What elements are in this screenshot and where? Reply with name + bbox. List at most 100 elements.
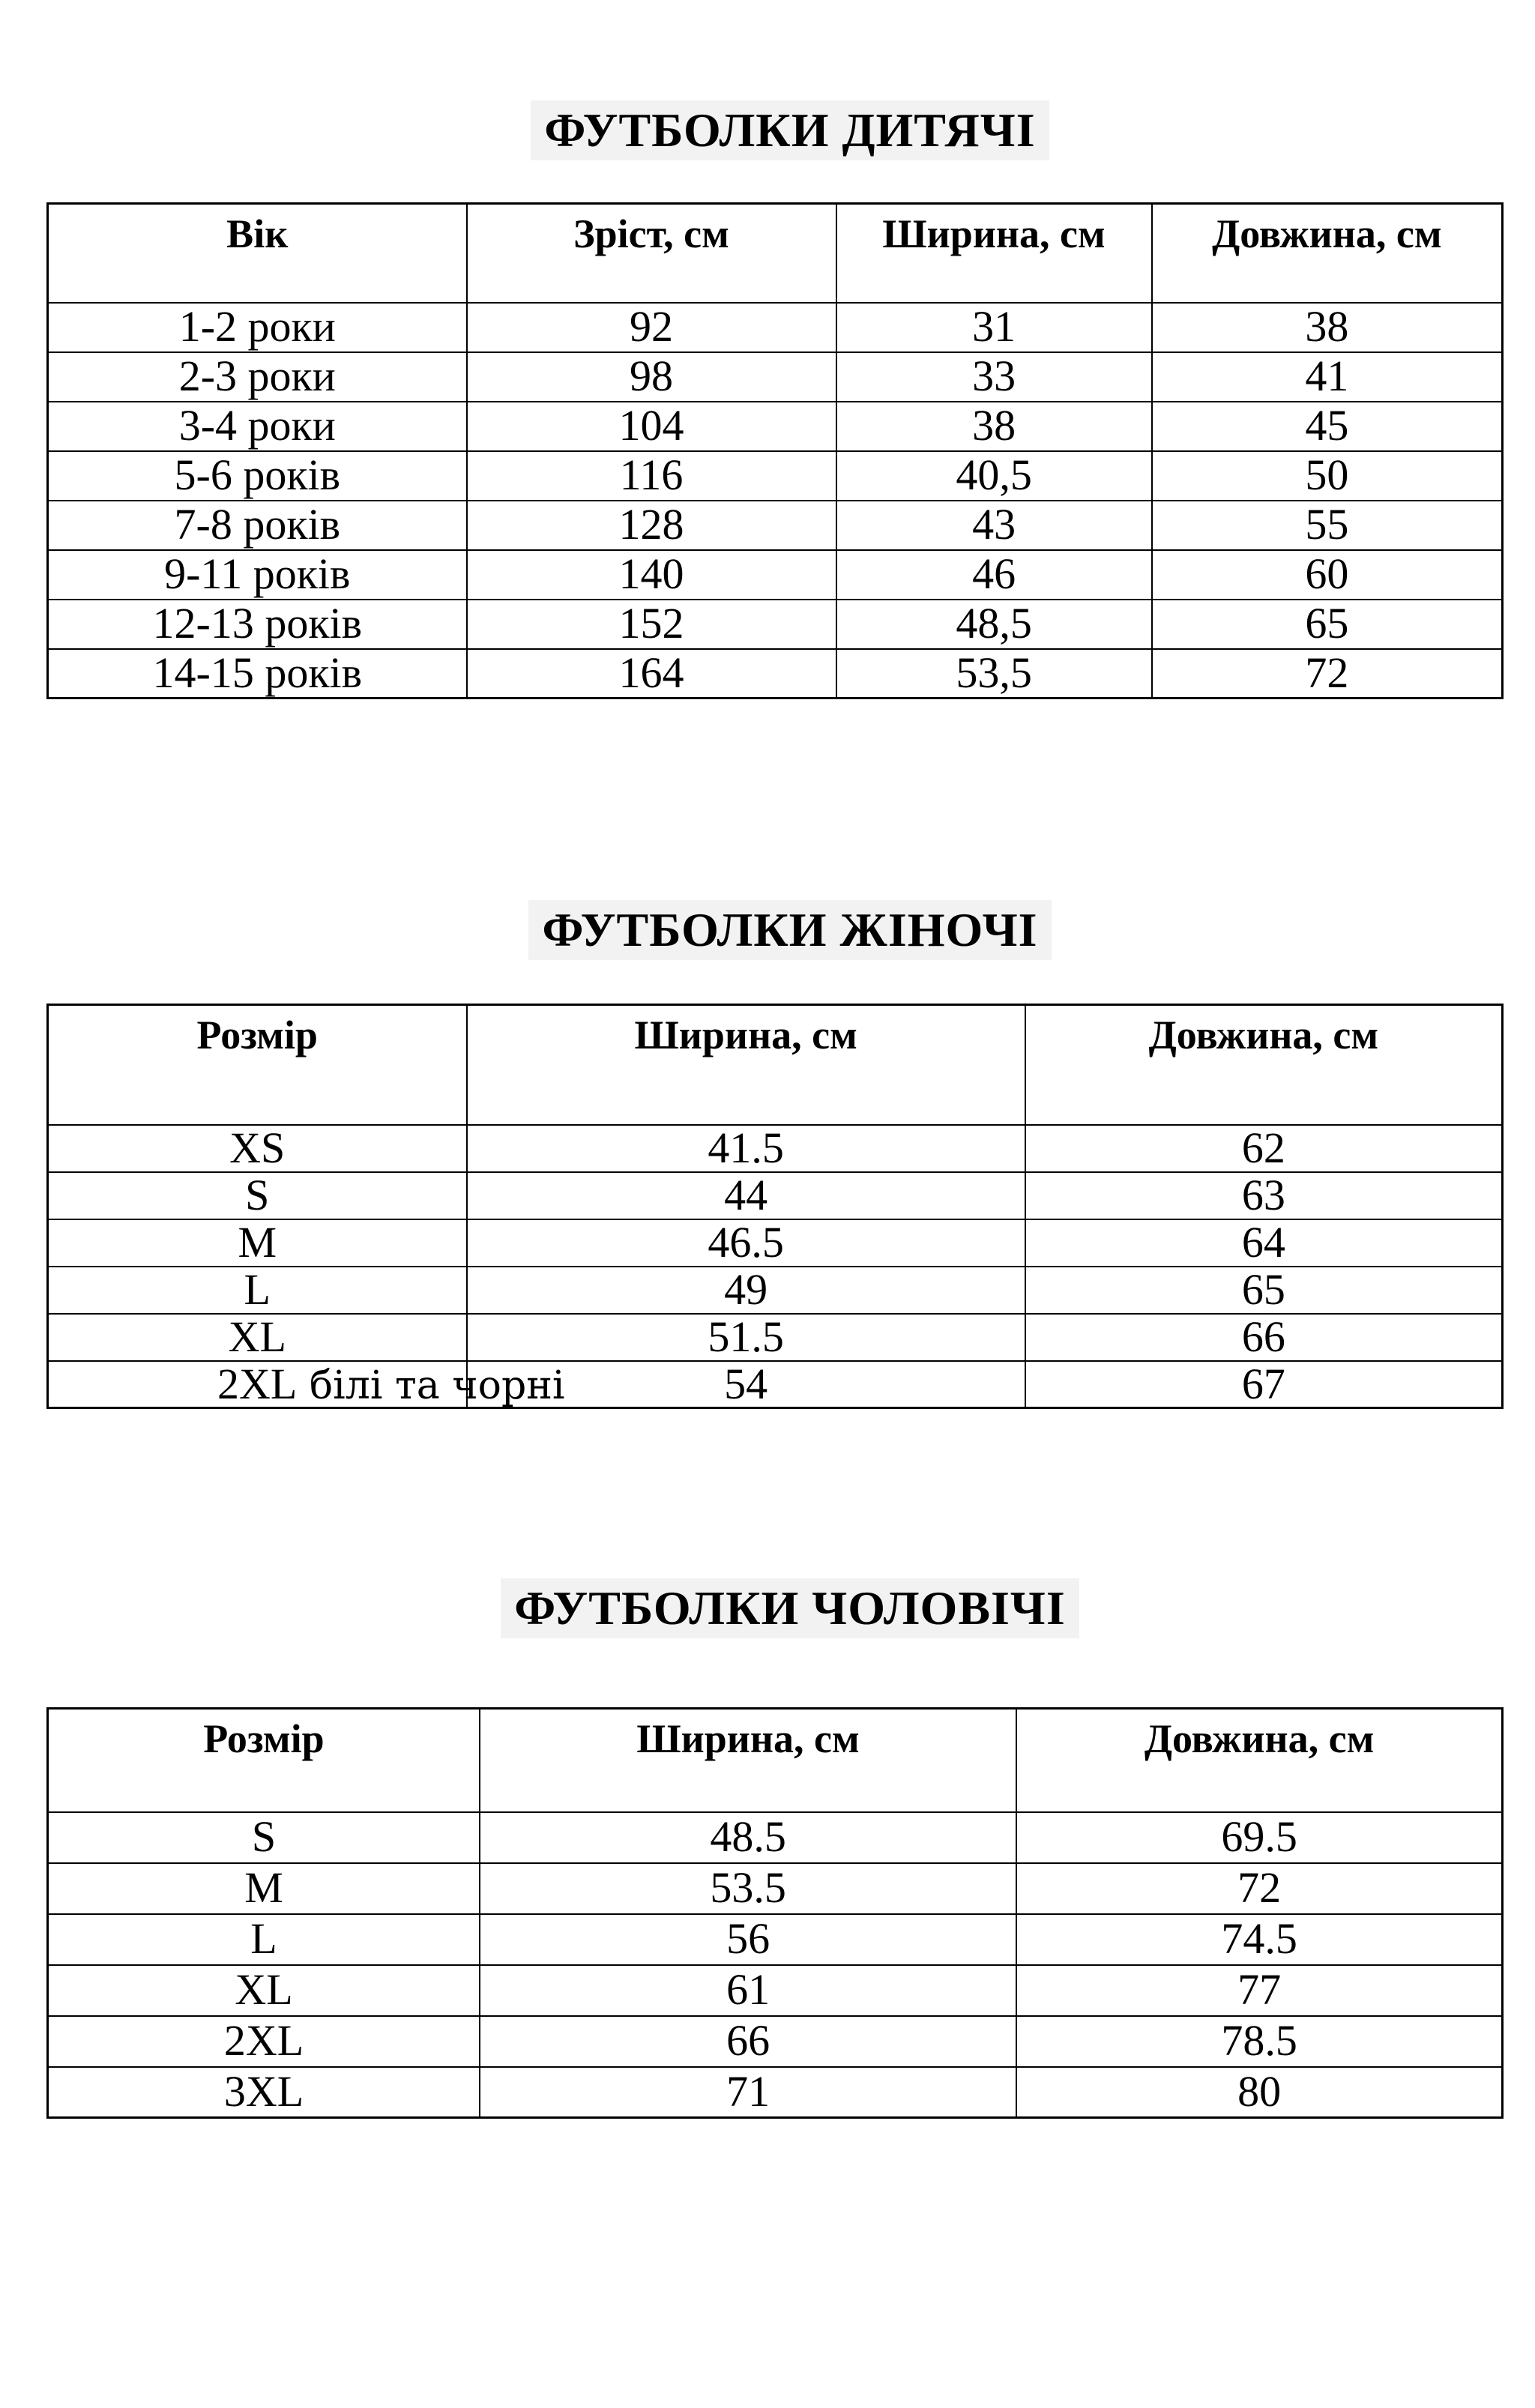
table-cell: 50 [1151, 450, 1504, 501]
table-cell: 33 [835, 351, 1153, 402]
header-cell: Ширина, см [478, 1707, 1018, 1813]
table-cell: XL [46, 1964, 480, 2017]
table-cell: 164 [465, 648, 837, 699]
table-cell: 116 [465, 450, 837, 501]
header-cell: Довжина, см [1016, 1707, 1504, 1813]
table-row: 3XL 71 80 [46, 2065, 1504, 2119]
table-cell: 98 [465, 351, 837, 402]
section-title-women: ФУТБОЛКИ ЖІНОЧІ [528, 900, 1052, 960]
table-row: 3-4 роки 104 38 45 [46, 400, 1504, 452]
table-row: 2-3 роки 98 33 41 [46, 351, 1504, 402]
table-cell: S [46, 1171, 468, 1220]
table-row: S 44 63 [46, 1171, 1504, 1220]
page-content: ФУТБОЛКИ ДИТЯЧІ Вік Зріст, см Ширина, см До… [46, 100, 1504, 2299]
table-cell: 44 [465, 1171, 1026, 1220]
table-cell: XS [46, 1123, 468, 1173]
table-cell: 3XL [46, 2065, 480, 2119]
table-row: 9-11 років 140 46 60 [46, 549, 1504, 600]
table-cell: 31 [835, 301, 1153, 353]
table-cell: 67 [1024, 1360, 1504, 1409]
table-cell: 14-15 років [46, 648, 468, 699]
table-cell: 48.5 [478, 1811, 1018, 1864]
table-cell: 78.5 [1016, 2015, 1504, 2068]
table-cell: 61 [478, 1964, 1018, 2017]
header-cell: Зріст, см [465, 202, 837, 304]
table-row: L 56 74.5 [46, 1913, 1504, 1966]
table-cell: 38 [835, 400, 1153, 452]
table-cell: 48,5 [835, 598, 1153, 650]
table-cell: 38 [1151, 301, 1504, 353]
table-cell: 51.5 [465, 1312, 1026, 1362]
women-sizes-section: ФУТБОЛКИ ЖІНОЧІ Розмір Ширина, см Довжина,… [46, 900, 1504, 1410]
table-cell: 74.5 [1016, 1913, 1504, 1966]
table-cell: 53.5 [478, 1862, 1018, 1915]
table-cell: 140 [465, 549, 837, 600]
table-cell: 92 [465, 301, 837, 353]
table-cell: 65 [1151, 598, 1504, 650]
table-cell: 12-13 років [46, 598, 468, 650]
color-note: білі та чорні [297, 1363, 565, 1408]
table-cell: 152 [465, 598, 837, 650]
header-cell: Довжина, см [1024, 1004, 1504, 1126]
table-row: XL 61 77 [46, 1964, 1504, 2017]
table-cell: M [46, 1862, 480, 1915]
table-row: XS 41.5 62 [46, 1123, 1504, 1173]
table-row: 1-2 роки 92 31 38 [46, 301, 1504, 353]
header-row: Вік Зріст, см Ширина, см Довжина, см [46, 202, 1504, 304]
table-row: M 53.5 72 [46, 1862, 1504, 1915]
table-cell: S [46, 1811, 480, 1864]
table-cell: 66 [1024, 1312, 1504, 1362]
table-row: S 48.5 69.5 [46, 1811, 1504, 1864]
header-cell: Ширина, см [465, 1004, 1026, 1126]
header-cell: Вік [46, 202, 468, 304]
table-cell: 49 [465, 1265, 1026, 1315]
table-cell: 104 [465, 400, 837, 452]
document-page: { "page": { "background": "#ffffff", "te… [0, 100, 1535, 2408]
table-row: XL 51.5 66 [46, 1312, 1504, 1362]
header-cell: Довжина, см [1151, 202, 1504, 304]
table-cell: 41.5 [465, 1123, 1026, 1173]
header-cell: Розмір [46, 1707, 480, 1813]
table-cell: 55 [1151, 499, 1504, 551]
table-cell: 71 [478, 2065, 1018, 2119]
header-cell: Ширина, см [835, 202, 1153, 304]
table-cell: 40,5 [835, 450, 1153, 501]
table-cell: XL [46, 1312, 468, 1362]
table-cell: 5-6 років [46, 450, 468, 501]
table-cell: 56 [478, 1913, 1018, 1966]
table-cell: 72 [1016, 1862, 1504, 1915]
table-cell: 3-4 роки [46, 400, 468, 452]
table-cell: 80 [1016, 2065, 1504, 2119]
children-sizes-section: ФУТБОЛКИ ДИТЯЧІ Вік Зріст, см Ширина, см До… [46, 100, 1504, 699]
table-cell: 41 [1151, 351, 1504, 402]
table-cell: 53,5 [835, 648, 1153, 699]
men-sizes-section: ФУТБОЛКИ ЧОЛОВІЧІ Розмір Ширина, см Довжин… [46, 1578, 1504, 2119]
children-sizes-table: Вік Зріст, см Ширина, см Довжина, см 1-2 рок… [46, 202, 1504, 699]
table-cell: 2-3 роки [46, 351, 468, 402]
table-row: 2XL білі та чорні 54 67 [46, 1360, 1504, 1409]
men-sizes-table: Розмір Ширина, см Довжина, см S 48.5 69.5 M 53.… [46, 1707, 1504, 2119]
table-cell: L [46, 1265, 468, 1315]
header-row: Розмір Ширина, см Довжина, см [46, 1004, 1504, 1126]
table-cell: 77 [1016, 1964, 1504, 2017]
table-cell: 2XL білі та чорні [46, 1360, 565, 1409]
table-cell: 60 [1151, 549, 1504, 600]
table-cell: 62 [1024, 1123, 1504, 1173]
table-cell: 65 [1024, 1265, 1504, 1315]
table-cell: 43 [835, 499, 1153, 551]
table-row: 5-6 років 116 40,5 50 [46, 450, 1504, 501]
table-cell: 46 [835, 549, 1153, 600]
table-cell: 54 [465, 1360, 1026, 1409]
section-title-children: ФУТБОЛКИ ДИТЯЧІ [531, 100, 1049, 160]
table-cell: 45 [1151, 400, 1504, 452]
table-cell: 64 [1024, 1218, 1504, 1267]
table-cell: 2XL [46, 2015, 480, 2068]
table-cell: 69.5 [1016, 1811, 1504, 1864]
table-cell: M [46, 1218, 468, 1267]
section-title-row: ФУТБОЛКИ ЖІНОЧІ [76, 900, 1504, 960]
header-cell: Розмір [46, 1004, 468, 1126]
table-row: 7-8 років 128 43 55 [46, 499, 1504, 551]
table-cell: 128 [465, 499, 837, 551]
table-cell: 72 [1151, 648, 1504, 699]
table-row: 12-13 років 152 48,5 65 [46, 598, 1504, 650]
